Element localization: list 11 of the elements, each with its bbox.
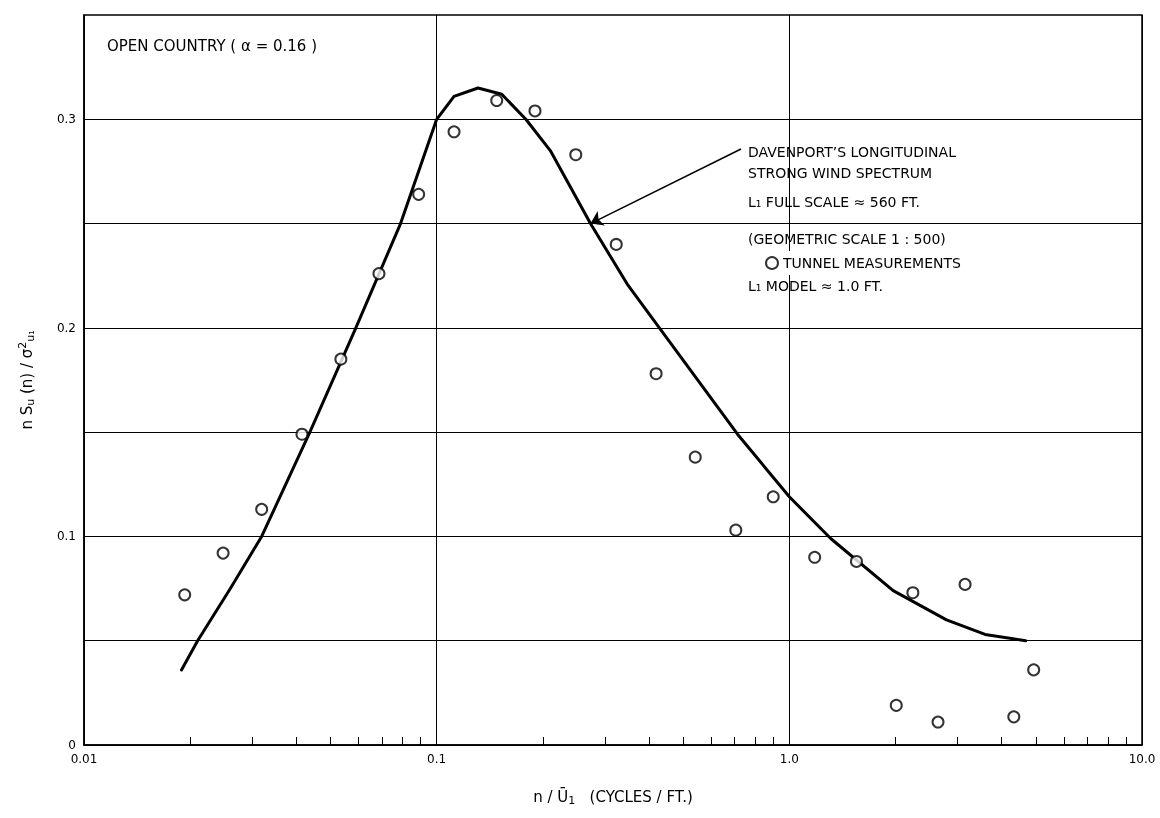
- y-tick-label: 0.2: [56, 320, 76, 335]
- y-tick-label: 0.3: [56, 112, 76, 127]
- text: OPEN COUNTRY ( α = 0.16 ): [107, 36, 317, 55]
- x-tick-label: 1.0: [779, 752, 799, 766]
- x-tick-label: 0.01: [70, 752, 98, 766]
- y-tick-label: 0.1: [56, 529, 76, 544]
- y-tick-label: 0: [68, 738, 76, 752]
- y-axis-title: n Su (n) / σ2u₁: [16, 330, 37, 430]
- legend-label: TUNNEL MEASUREMENTS: [782, 255, 961, 271]
- x-tick-label: 0.1: [427, 752, 447, 766]
- x-tick-label: 10.0: [1128, 752, 1156, 766]
